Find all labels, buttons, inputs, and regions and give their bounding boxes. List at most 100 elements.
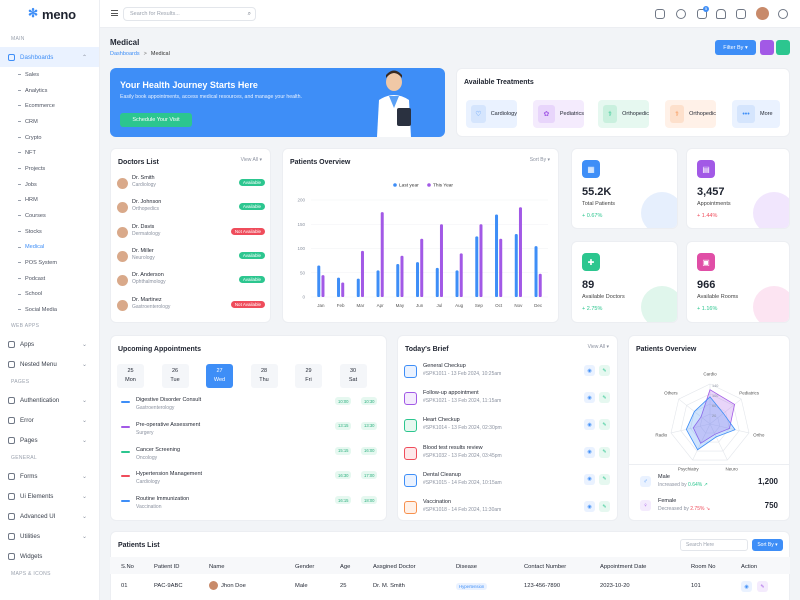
download-button[interactable] (760, 40, 774, 55)
doctor-row[interactable]: Dr. Martinez Gastroenterology Not Availabl… (117, 297, 265, 321)
search-input[interactable]: Search for Results... ⌕ (123, 7, 256, 21)
appointment-item[interactable]: Hypertension Management Cardiology 16:30 17… (120, 471, 380, 493)
sidebar-item-ui-elements[interactable]: Ui Elements ⌄ (0, 486, 99, 506)
view-eye-icon[interactable]: ◉ (584, 473, 595, 485)
sidebar-item-authentication[interactable]: Authentication ⌄ (0, 390, 99, 410)
view-eye-icon[interactable]: ◉ (741, 581, 752, 592)
sidebar-item-forms[interactable]: Forms ⌄ (0, 466, 99, 486)
view-eye-icon[interactable]: ◉ (584, 365, 595, 376)
treatment-orthopedic[interactable]: ⚕ Orthopedic (598, 100, 649, 128)
doctor-row[interactable]: Dr. Davis Dermatology Not Available (117, 224, 265, 248)
view-eye-icon[interactable]: ◉ (584, 501, 595, 512)
sidebar-item-dashboards[interactable]: Dashboards ⌃ (0, 47, 99, 67)
brief-item[interactable]: Blood test results review #SPK1032 - 13 F… (404, 445, 610, 472)
brief-item[interactable]: Dental Cleanup #SPK1015 - 14 Feb 2024, 10… (404, 472, 610, 499)
breadcrumb-parent[interactable]: Dashboards (110, 51, 140, 57)
sidebar-subitem-jobs[interactable]: Jobs (0, 177, 99, 193)
sidebar-subitem-nft[interactable]: NFT (0, 145, 99, 161)
edit-icon[interactable]: ✎ (599, 419, 610, 431)
decorative-circle (641, 192, 677, 228)
moon-icon[interactable] (676, 9, 686, 19)
day-fri[interactable]: 29 Fri (295, 364, 322, 388)
menu-toggle-icon[interactable] (111, 10, 118, 16)
sort-by-dropdown[interactable]: Sort By ▾ (529, 157, 550, 163)
treatment-pediatrics[interactable]: ✿ Pediatrics (533, 100, 584, 128)
doctor-row[interactable]: Dr. Miller Neurology Available (117, 248, 265, 272)
view-eye-icon[interactable]: ◉ (584, 392, 595, 404)
brief-item[interactable]: General Checkup #SPK1011 - 13 Feb 2024, 1… (404, 363, 610, 390)
patients-sort-button[interactable]: Sort By ▾ (752, 539, 783, 551)
treatment-cardiology[interactable]: ♡ Cardiology (466, 100, 517, 128)
sidebar-subitem-crm[interactable]: CRM (0, 114, 99, 130)
sidebar-subitem-ecommerce[interactable]: Ecommerce (0, 98, 99, 114)
sidebar-subitem-courses[interactable]: Courses (0, 208, 99, 224)
sidebar-item-utilities[interactable]: Utilities ⌄ (0, 526, 99, 546)
edit-icon[interactable]: ✎ (599, 365, 610, 376)
language-icon[interactable] (655, 9, 665, 19)
doctor-specialty: Neurology (132, 254, 155, 261)
sidebar-item-widgets[interactable]: Widgets (0, 546, 99, 566)
sidebar-item-nested-menu[interactable]: Nested Menu ⌄ (0, 354, 99, 374)
treatment-more[interactable]: ••• More (732, 100, 780, 128)
treatment-orthopedic-2[interactable]: ⚕ Orthopedic (665, 100, 716, 128)
sidebar-subitem-hrm[interactable]: HRM (0, 193, 99, 209)
appointment-item[interactable]: Digestive Disorder Consult Gastroenterolo… (120, 397, 380, 419)
sidebar-subitem-stocks[interactable]: Stocks (0, 224, 99, 240)
brief-item[interactable]: Vaccination #SPK1018 - 14 Feb 2024, 11:30… (404, 499, 610, 526)
edit-icon[interactable]: ✎ (757, 581, 768, 592)
view-all-link[interactable]: View All ▾ (587, 344, 609, 350)
brief-item[interactable]: Heart Checkup #SPK1014 - 13 Feb 2024, 02:… (404, 417, 610, 444)
fullscreen-icon[interactable] (736, 9, 746, 19)
sidebar-subitem-sales[interactable]: Sales (0, 67, 99, 83)
bar (321, 275, 325, 297)
filter-button[interactable]: Filter By ▾ (715, 40, 756, 55)
doctor-row[interactable]: Dr. Smith Cardiology Available (117, 175, 265, 199)
patients-search-input[interactable]: Search Here (680, 539, 748, 551)
doctor-row[interactable]: Dr. Anderson Ophthalmology Available (117, 272, 265, 296)
schedule-visit-button[interactable]: Schedule Your Visit (120, 113, 192, 127)
logo[interactable]: ✻ meno (28, 6, 76, 22)
room-icon: ▣ (697, 253, 715, 271)
sidebar-item-pages[interactable]: Pages ⌄ (0, 430, 99, 450)
brief-icon (404, 446, 417, 460)
sidebar-item-apps[interactable]: Apps ⌄ (0, 334, 99, 354)
appointment-item[interactable]: Cancer Screening Oncology 15:15 16:00 (120, 446, 380, 469)
sidebar-subitem-school[interactable]: School (0, 287, 99, 303)
edit-icon[interactable]: ✎ (599, 392, 610, 404)
view-eye-icon[interactable]: ◉ (584, 446, 595, 458)
edit-icon[interactable]: ✎ (599, 473, 610, 485)
brief-item[interactable]: Follow-up appointment #SPK1021 - 13 Feb 2… (404, 390, 610, 417)
appointment-item[interactable]: Pre-operative Assessment Surgery 13:15 13:3… (120, 421, 380, 444)
day-thu[interactable]: 28 Thu (250, 364, 278, 388)
doctor-row[interactable]: Dr. Johnson Orthopedics Available (117, 199, 265, 223)
day-wed[interactable]: 27 Wed (206, 364, 233, 388)
day-sat[interactable]: 30 Sat (339, 364, 367, 388)
view-all-link[interactable]: View All ▾ (240, 157, 262, 163)
sidebar-subitem-social-media[interactable]: Social Media (0, 302, 99, 318)
bar (514, 233, 518, 297)
cell-sno: 01 (121, 583, 128, 589)
sidebar-subitem-medical[interactable]: Medical (0, 240, 99, 256)
sidebar-subitem-crypto[interactable]: Crypto (0, 130, 99, 146)
sidebar-subitem-podcast[interactable]: Podcast (0, 271, 99, 287)
sidebar-item-advanced-ui[interactable]: Advanced UI ⌄ (0, 506, 99, 526)
sidebar-item-error[interactable]: Error ⌄ (0, 410, 99, 430)
edit-icon[interactable]: ✎ (599, 501, 610, 512)
view-eye-icon[interactable]: ◉ (584, 419, 595, 431)
day-mon[interactable]: 25 Mon (117, 364, 144, 388)
start-time: 16:30 (335, 471, 352, 480)
bell-icon[interactable] (716, 9, 726, 19)
appointment-item[interactable]: Routine Immunization Vaccination 16:15 18:0… (120, 496, 380, 518)
sidebar-subitem-analytics[interactable]: Analytics (0, 83, 99, 99)
share-button[interactable] (776, 40, 790, 55)
user-avatar[interactable] (756, 7, 769, 20)
sidebar-subitem-pos-system[interactable]: POS System (0, 255, 99, 271)
day-tue[interactable]: 26 Tue (161, 364, 189, 388)
column-header-name: Name (209, 564, 225, 570)
edit-icon[interactable]: ✎ (599, 446, 610, 458)
gear-icon[interactable] (778, 9, 788, 19)
sidebar-subitem-projects[interactable]: Projects (0, 161, 99, 177)
upcoming-title: Upcoming Appointments (118, 346, 201, 353)
end-time: 17:00 (361, 471, 378, 480)
cart-icon[interactable] (697, 9, 707, 19)
